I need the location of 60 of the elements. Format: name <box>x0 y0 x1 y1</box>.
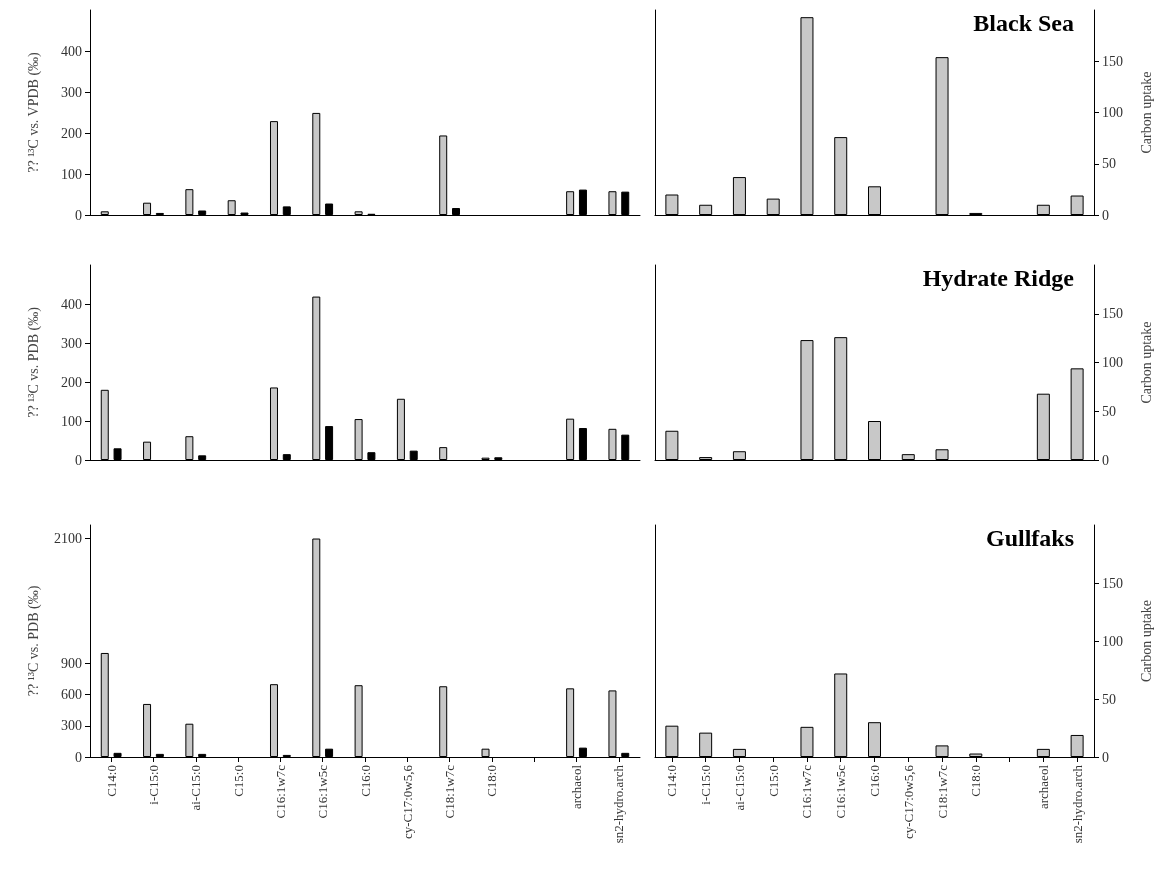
x-tick-label: i-C15:0 <box>698 765 714 805</box>
y-tick-label: 200 <box>61 125 82 141</box>
chart-title: Gullfaks <box>985 525 1074 551</box>
y2-tick-label: 50 <box>1102 403 1116 419</box>
x-tick-label: ai-C15:0 <box>188 765 204 811</box>
y-axis-title: ?? ¹³C vs. PDB (‰) <box>25 585 42 697</box>
x-tick-label: C14:0 <box>664 765 680 797</box>
y-tick-label: 100 <box>61 413 82 429</box>
x-tick-label: C15:0 <box>230 765 246 797</box>
y-tick-label: 300 <box>61 84 82 100</box>
x-tick-label: C18:0 <box>968 765 984 797</box>
y2-tick-label: 150 <box>1102 53 1123 69</box>
y2-tick-label: 0 <box>1102 749 1109 765</box>
y2-axis-title: Carbon uptake <box>1138 71 1154 154</box>
y2-tick-label: 150 <box>1102 306 1123 322</box>
x-tick-label: C18:1w7c <box>934 764 950 819</box>
x-tick-label: C16:1w7c <box>272 764 288 819</box>
y-axis-title: ?? ¹³C vs. VPDB (‰) <box>25 51 42 173</box>
y2-tick-label: 100 <box>1102 633 1123 649</box>
x-tick-label: cy-C17:0w5,6 <box>900 764 916 840</box>
x-tick-label: C15:0 <box>765 765 781 797</box>
y-tick-label: 0 <box>75 207 82 223</box>
y-tick-label: 0 <box>75 452 82 468</box>
y-tick-label: 2100 <box>54 531 82 547</box>
x-tick-label: C16:1w5c <box>833 764 849 819</box>
y-tick-label: 600 <box>61 687 82 703</box>
x-tick-label: i-C15:0 <box>145 765 161 805</box>
y-tick-label: 900 <box>61 655 82 671</box>
y2-tick-label: 50 <box>1102 156 1116 172</box>
y-tick-label: 300 <box>61 335 82 351</box>
x-tick-label: ai-C15:0 <box>731 765 747 811</box>
x-tick-label: C14:0 <box>103 765 119 797</box>
x-tick-label: archaeol <box>1035 764 1051 810</box>
y2-tick-label: 0 <box>1102 452 1109 468</box>
x-tick-label: C16:1w5c <box>315 764 331 819</box>
chart-title: Hydrate Ridge <box>922 265 1075 291</box>
x-tick-label: C16:1w7c <box>799 764 815 819</box>
y-tick-label: 400 <box>61 43 82 59</box>
chart-title: Black Sea <box>973 10 1075 36</box>
y-tick-label: 400 <box>61 296 82 312</box>
y2-tick-label: 100 <box>1102 355 1123 370</box>
y2-tick-label: 100 <box>1102 105 1123 120</box>
y2-tick-label: 0 <box>1102 207 1109 223</box>
y-axis-title: ?? ¹³C vs. PDB (‰) <box>25 306 42 418</box>
y-tick-label: 300 <box>61 718 82 734</box>
x-tick-label: C16:0 <box>867 765 882 797</box>
x-tick-label: C16:0 <box>357 765 373 797</box>
y2-axis-title: Carbon uptake <box>1138 321 1154 404</box>
x-tick-label: C18:1w7c <box>442 764 458 819</box>
y-tick-label: 100 <box>61 166 82 182</box>
x-tick-label: C18:0 <box>484 765 500 797</box>
y-tick-label: 200 <box>61 374 82 390</box>
x-tick-label: sn2-hydro.arch <box>611 764 627 844</box>
x-tick-label: sn2-hydro.arch <box>1069 764 1085 844</box>
y2-tick-label: 150 <box>1102 575 1123 591</box>
y2-axis-title: Carbon uptake <box>1138 599 1154 683</box>
x-tick-label: archaeol <box>569 764 585 810</box>
x-tick-label: cy-C17:0w5,6 <box>399 764 415 840</box>
y2-tick-label: 50 <box>1102 691 1116 707</box>
y-tick-label: 0 <box>75 749 82 765</box>
